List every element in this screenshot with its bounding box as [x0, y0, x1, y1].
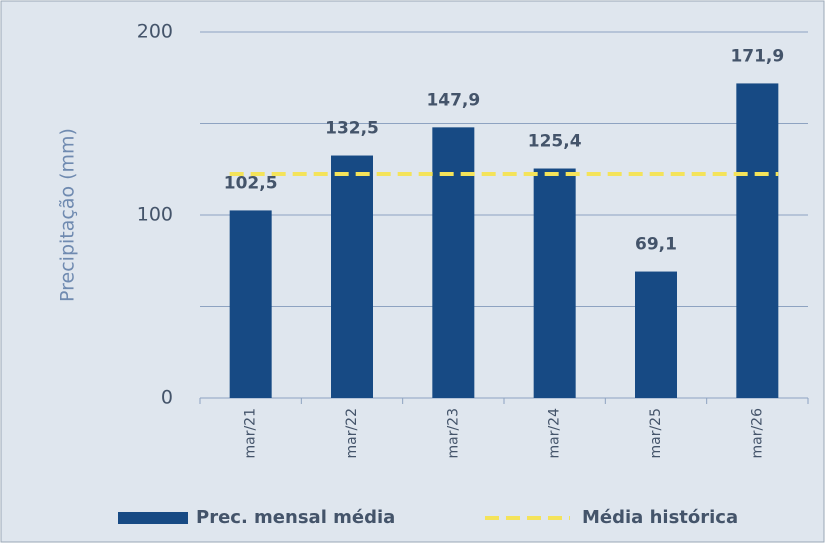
bar	[432, 127, 475, 398]
bar	[635, 271, 677, 398]
data-label: 147,9	[426, 90, 480, 110]
x-tick-label: mar/21	[243, 408, 259, 459]
legend-label: Média histórica	[582, 507, 738, 528]
data-label: 171,9	[730, 46, 784, 66]
bar	[533, 168, 576, 398]
x-tick-label: mar/24	[547, 408, 563, 459]
bar	[331, 155, 373, 398]
x-tick-label: mar/23	[445, 408, 461, 459]
data-label: 69,1	[635, 235, 677, 255]
x-tick-label: mar/22	[344, 408, 360, 459]
legend-label: Prec. mensal média	[196, 507, 395, 528]
y-tick-label: 100	[137, 204, 173, 226]
bar	[736, 83, 779, 398]
data-label: 102,5	[224, 173, 278, 193]
y-tick-label: 0	[161, 387, 173, 409]
y-axis-label: Precipitação (mm)	[57, 128, 79, 302]
x-tick-label: mar/25	[648, 408, 664, 459]
bar	[229, 210, 272, 398]
data-label: 132,5	[325, 119, 379, 139]
y-tick-label: 200	[137, 21, 173, 43]
x-tick-label: mar/26	[749, 408, 765, 459]
legend-swatch	[118, 512, 188, 524]
data-label: 125,4	[528, 132, 582, 152]
